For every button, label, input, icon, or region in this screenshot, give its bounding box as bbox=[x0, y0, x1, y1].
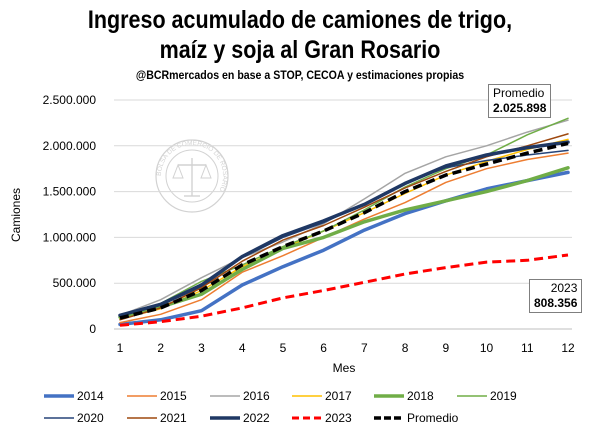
chart-title-line2: maíz y soja al Gran Rosario bbox=[159, 36, 441, 64]
series-line-promedio bbox=[119, 141, 569, 320]
legend-item-2023: 2023 bbox=[292, 411, 352, 425]
x-axis-label: Mes bbox=[333, 361, 356, 375]
callout-promedio-label: Promedio bbox=[493, 86, 545, 100]
series-lines bbox=[118, 117, 570, 327]
series-line-2014 bbox=[118, 170, 570, 327]
y-tick-label: 1.500.000 bbox=[43, 185, 97, 199]
legend-item-2019: 2019 bbox=[457, 389, 517, 403]
callout-promedio: Promedio 2.025.898 bbox=[488, 84, 552, 118]
x-axis-ticks: 1 2 3 4 5 6 7 8 9 10 11 12 bbox=[117, 341, 575, 355]
callout-2023-value: 808.356 bbox=[534, 296, 578, 310]
legend-item-2022: 2022 bbox=[210, 411, 270, 425]
legend-item-2016: 2016 bbox=[210, 389, 270, 403]
legend-label: 2016 bbox=[243, 389, 270, 403]
x-tick-label: 2 bbox=[157, 341, 164, 355]
series-line-2022 bbox=[118, 140, 570, 318]
x-tick-label: 4 bbox=[239, 341, 246, 355]
x-tick-label: 1 bbox=[117, 341, 124, 355]
legend-label: 2017 bbox=[325, 389, 352, 403]
callout-2023-label: 2023 bbox=[550, 281, 578, 295]
legend-item-promedio: Promedio bbox=[374, 411, 459, 425]
x-tick-label: 5 bbox=[280, 341, 287, 355]
watermark-seal: BOLSA DE COMERCIO DE ROSARIO bbox=[155, 139, 229, 213]
legend-label: 2014 bbox=[77, 389, 104, 403]
chart-subtitle: @BCRmercados en base a STOP, CECOA y est… bbox=[135, 70, 465, 82]
legend-item-2020: 2020 bbox=[44, 411, 104, 425]
x-tick-label: 9 bbox=[442, 341, 449, 355]
y-tick-label: 0 bbox=[89, 322, 96, 336]
y-axis-label: Camiones bbox=[9, 188, 23, 242]
x-tick-label: 12 bbox=[561, 341, 575, 355]
legend-item-2017: 2017 bbox=[292, 389, 352, 403]
y-tick-label: 500.000 bbox=[53, 276, 97, 290]
y-tick-label: 1.000.000 bbox=[43, 230, 97, 244]
legend-item-2018: 2018 bbox=[374, 389, 434, 403]
legend: 2014 2015 2016 2017 2018 2019 2020 2021 2022 2023… bbox=[44, 389, 517, 425]
legend-label: 2019 bbox=[490, 389, 517, 403]
x-tick-label: 8 bbox=[402, 341, 409, 355]
x-tick-label: 10 bbox=[480, 341, 494, 355]
legend-label: 2022 bbox=[243, 411, 270, 425]
legend-item-2014: 2014 bbox=[44, 389, 104, 403]
legend-label: Promedio bbox=[407, 411, 459, 425]
y-tick-label: 2.500.000 bbox=[43, 93, 97, 107]
legend-item-2015: 2015 bbox=[127, 389, 187, 403]
x-tick-label: 6 bbox=[320, 341, 327, 355]
legend-label: 2018 bbox=[407, 389, 434, 403]
legend-label: 2023 bbox=[325, 411, 352, 425]
series-line-2023 bbox=[119, 253, 569, 327]
chart-title-line1: Ingreso acumulado de camiones de trigo, bbox=[87, 6, 513, 34]
callout-promedio-value: 2.025.898 bbox=[493, 101, 547, 115]
legend-item-2021: 2021 bbox=[127, 411, 187, 425]
x-tick-label: 7 bbox=[361, 341, 368, 355]
legend-label: 2020 bbox=[77, 411, 104, 425]
series-line-2019 bbox=[119, 117, 569, 319]
x-tick-label: 3 bbox=[198, 341, 205, 355]
series-line-2018 bbox=[118, 166, 570, 319]
y-tick-label: 2.000.000 bbox=[43, 139, 97, 153]
legend-label: 2021 bbox=[160, 411, 187, 425]
x-tick-label: 11 bbox=[521, 341, 534, 355]
y-axis-ticks: 0 500.000 1.000.000 1.500.000 2.000.000 2.500… bbox=[43, 93, 97, 336]
legend-label: 2015 bbox=[160, 389, 187, 403]
callout-2023: 2023 808.356 bbox=[529, 279, 583, 313]
